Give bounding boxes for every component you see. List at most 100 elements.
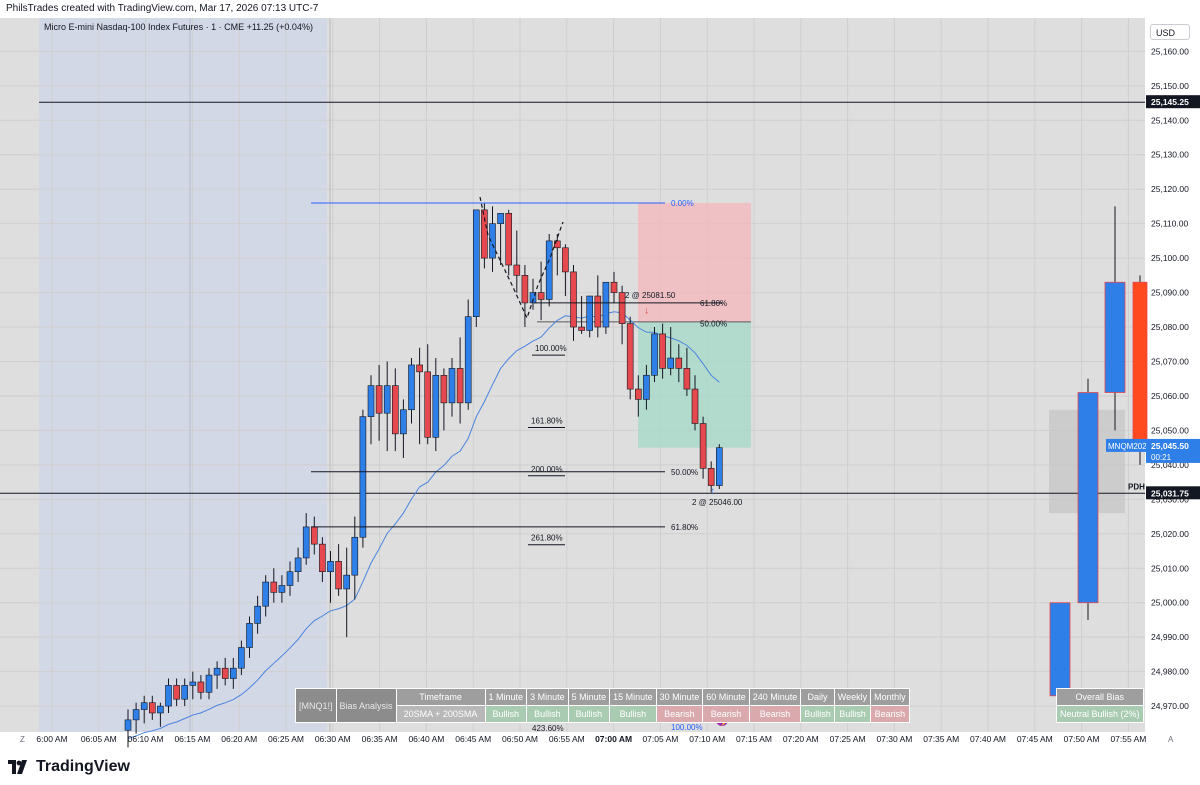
entry-order-label: 2 @ 25081.50 xyxy=(625,291,676,300)
price-tick-label: 25,150.00 xyxy=(1151,81,1189,91)
candle-body xyxy=(351,536,359,576)
time-tick-label: 07:30 AM xyxy=(876,734,912,744)
candle-body xyxy=(400,409,407,435)
htf-candle-body xyxy=(1104,281,1126,393)
time-axis[interactable]: 6:00 AM 06:05 AM 06:10 AM 06:15 AM 06:20 AM 0… xyxy=(20,734,1174,744)
candle-body xyxy=(302,526,310,559)
price-axis-background xyxy=(1145,18,1200,732)
candle-body xyxy=(278,585,286,593)
bias-value-3: Bullish xyxy=(526,705,569,723)
candle-body xyxy=(513,264,521,276)
candle-body xyxy=(602,281,610,328)
price-tick-label: 25,130.00 xyxy=(1151,150,1189,160)
time-tick-label: 06:10 AM xyxy=(128,734,164,744)
candle-body xyxy=(173,685,180,700)
bias-ma-label: 20SMA + 200SMA xyxy=(395,705,486,723)
candle-body xyxy=(408,364,415,411)
bias-tf-15: 15 Minute xyxy=(609,688,657,706)
candle-body xyxy=(472,209,480,318)
zoom-button: Z xyxy=(20,735,25,744)
candle-body xyxy=(254,605,261,624)
candle-body xyxy=(221,667,229,679)
grid-lines xyxy=(0,18,1145,732)
candle-body xyxy=(416,364,423,373)
sell-arrow-icon: ↓ xyxy=(644,305,649,316)
price-tick-label: 25,050.00 xyxy=(1151,425,1189,435)
candle-body xyxy=(545,240,553,300)
time-tick-label: 07:45 AM xyxy=(1017,734,1053,744)
auto-scale-button: A xyxy=(1168,735,1174,744)
tradingview-logo-icon xyxy=(8,760,27,774)
candle-body xyxy=(246,623,253,648)
candle-body xyxy=(464,316,472,404)
price-tick-label: 25,010.00 xyxy=(1151,563,1189,573)
bias-symbol: [MNQ1!] xyxy=(295,688,337,723)
bias-value-240: Bearish xyxy=(748,705,802,723)
countdown-label: 00:21 xyxy=(1151,453,1172,462)
tradingview-logo-text: TradingView xyxy=(36,758,130,775)
candle-body xyxy=(683,368,691,390)
high-price-label: 25,145.25 xyxy=(1151,97,1189,107)
candle-body xyxy=(570,271,577,328)
price-tick-label: 25,120.00 xyxy=(1151,184,1189,194)
candle-body xyxy=(359,416,367,538)
candle-body xyxy=(497,213,504,224)
bias-tf-1: 1 Minute xyxy=(484,688,528,706)
candle-body xyxy=(149,702,156,714)
price-chart[interactable]: 0.00% 61.80% 50.00% 100.00% 161.80% 200.00% 26… xyxy=(0,18,1200,750)
candle-body xyxy=(707,468,715,486)
candle-body xyxy=(294,557,302,573)
candle-body xyxy=(634,388,642,400)
chart-background xyxy=(0,18,1200,750)
candle-body xyxy=(367,385,375,417)
bias-value-weekly: Bullish xyxy=(833,705,872,723)
fib-label: 0.00% xyxy=(671,199,694,208)
candle-body xyxy=(140,702,148,710)
candle-body xyxy=(181,685,188,700)
candle-body xyxy=(489,223,496,259)
candle-body xyxy=(610,281,618,293)
symbol-label: MNQM2026 xyxy=(1108,442,1152,451)
candle-body xyxy=(562,247,569,273)
tradingview-logo[interactable]: TradingView xyxy=(8,758,130,776)
candle-body xyxy=(594,295,602,328)
exit-order-label: 2 @ 25046.00 xyxy=(692,498,743,507)
candle-body xyxy=(618,292,626,324)
currency-button[interactable]: USD xyxy=(1150,24,1190,40)
bias-tf-weekly: Weekly xyxy=(833,688,872,706)
bias-value-60: Bearish xyxy=(702,705,750,723)
bias-table: [MNQ1!] Bias Analysis Timeframe 1 Minute… xyxy=(295,688,910,723)
time-tick-label: 07:20 AM xyxy=(783,734,819,744)
candle-body xyxy=(286,571,294,586)
candle-body xyxy=(319,543,326,573)
candle-body xyxy=(699,423,707,469)
fib-label: 161.80% xyxy=(531,417,563,426)
candle-body xyxy=(456,368,464,404)
pdh-price-label: 25,031.75 xyxy=(1151,488,1189,498)
candle-body xyxy=(270,581,278,593)
htf-candle-body xyxy=(1132,281,1148,449)
session-highlight xyxy=(39,18,327,732)
candle-body xyxy=(448,368,456,404)
price-tick-label: 25,030.00 xyxy=(1151,494,1189,504)
price-tick-label: 25,140.00 xyxy=(1151,115,1189,125)
attribution-bar: PhilsTrades created with TradingView.com… xyxy=(0,0,1200,18)
swing-zigzag xyxy=(479,196,564,320)
candle-body xyxy=(481,209,488,259)
bias-tf-daily: Daily xyxy=(800,688,835,706)
fib-cutoff-label: 100.00% xyxy=(671,723,703,732)
time-tick-label: 07:40 AM xyxy=(970,734,1006,744)
overall-bias-value: Neutral Bullish (2%) xyxy=(1056,705,1144,723)
price-tick-label: 25,110.00 xyxy=(1151,219,1188,229)
fib-label: 261.80% xyxy=(531,534,563,543)
time-tick-label: 07:50 AM xyxy=(1064,734,1100,744)
price-axis[interactable]: 24,970.00 24,980.00 24,990.00 25,000.00 25,0… xyxy=(1106,46,1200,711)
candle-body xyxy=(586,295,594,331)
bias-tf-3: 3 Minute xyxy=(526,688,569,706)
candle-body xyxy=(675,357,683,369)
candle-body xyxy=(715,447,723,486)
candles[interactable] xyxy=(124,202,723,748)
candle-body xyxy=(432,374,440,438)
fib-levels: 0.00% 61.80% 50.00% 100.00% 161.80% 200.00% 26… xyxy=(311,199,727,546)
time-tick-label: 06:45 AM xyxy=(455,734,491,744)
